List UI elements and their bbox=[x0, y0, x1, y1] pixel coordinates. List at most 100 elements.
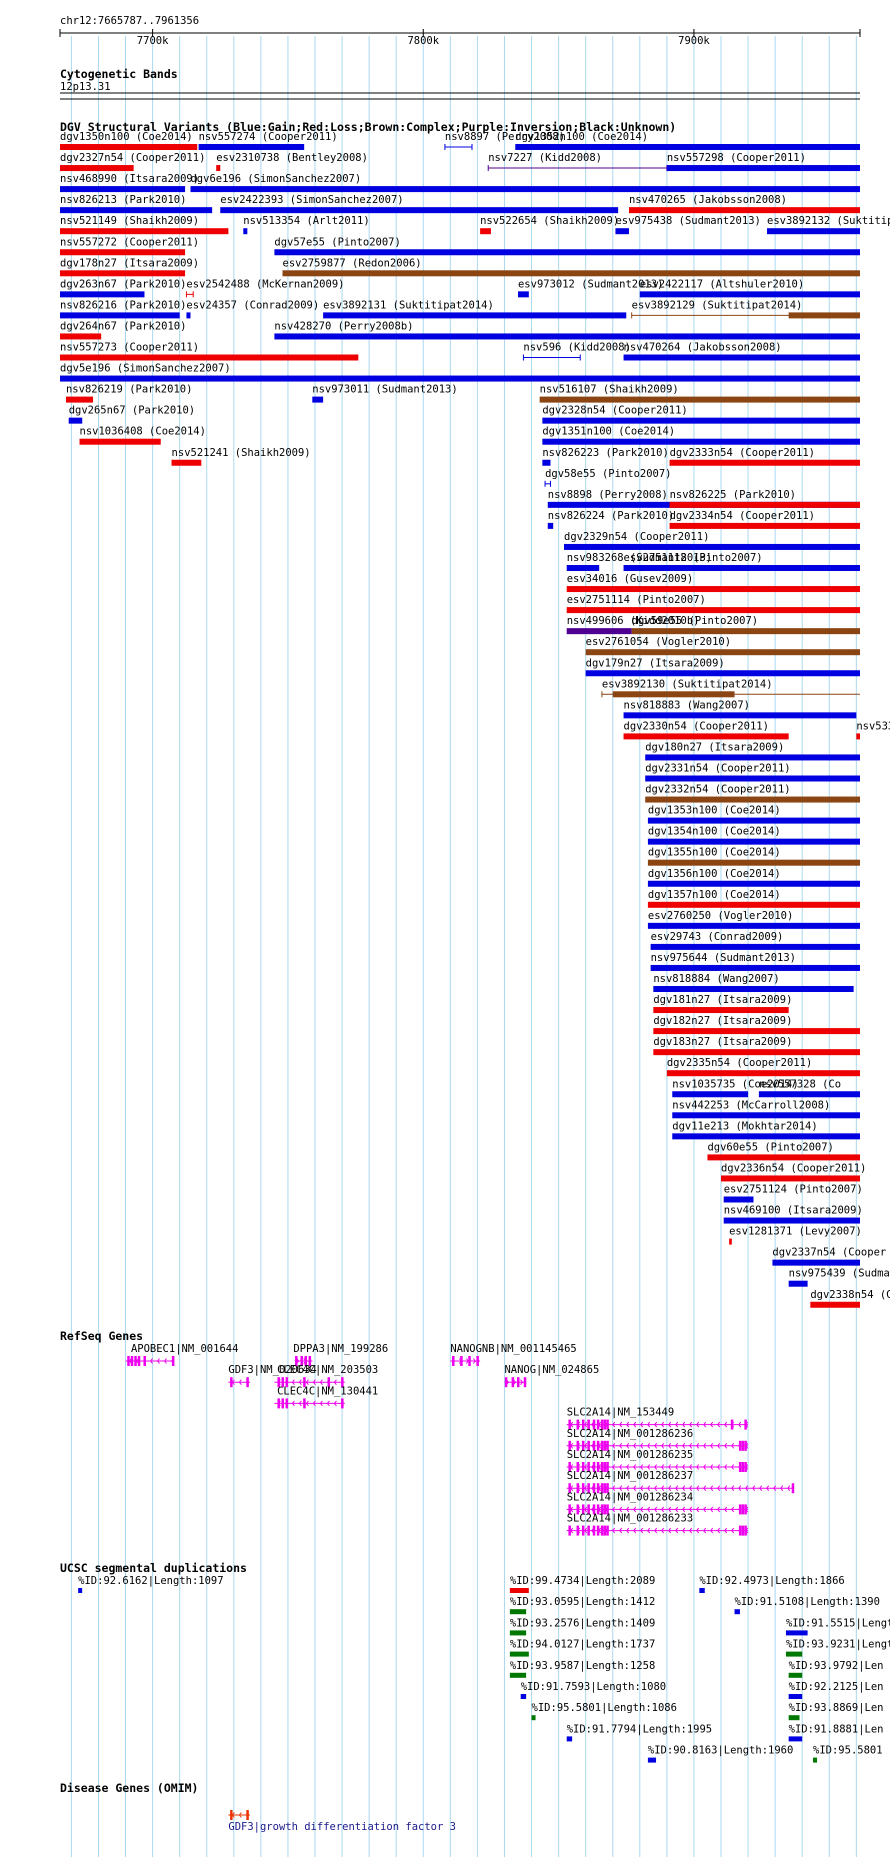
dgv-variant[interactable]: dgv1356n100 (Coe2014) bbox=[647, 868, 860, 887]
dgv-variant[interactable]: nsv557328 (Co bbox=[758, 1078, 860, 1098]
segdup-feature[interactable]: %ID:92.4973|Length:1866 bbox=[699, 1575, 845, 1593]
dgv-variant[interactable]: nsv596 (Kidd2008) bbox=[522, 342, 631, 361]
dgv-variant[interactable]: dgv2332n54 (Cooper2011) bbox=[645, 784, 860, 803]
dgv-variant[interactable]: esv2422393 (SimonSanchez2007) bbox=[220, 194, 619, 214]
dgv-variant[interactable]: nsv533 bbox=[856, 720, 890, 740]
dgv-variant[interactable]: nsv557298 (Cooper2011) bbox=[666, 152, 860, 172]
dgv-variant[interactable]: esv3892129 (Suktitipat2014) bbox=[631, 299, 860, 319]
dgv-variant[interactable]: nsv470265 (Jakobsson2008) bbox=[628, 194, 860, 214]
dgv-variant[interactable]: dgv2334n54 (Cooper2011) bbox=[669, 510, 860, 529]
cytogenetic-bands-track[interactable]: Cytogenetic Bands 12p13.31 bbox=[60, 67, 860, 100]
dgv-variant[interactable]: dgv263n67 (Park2010) bbox=[60, 278, 186, 298]
dgv-variant[interactable]: dgv2328n54 (Cooper2011) bbox=[542, 405, 860, 424]
dgv-variant[interactable]: dgv265n67 (Park2010) bbox=[68, 405, 195, 424]
dgv-variant[interactable]: dgv182n27 (Itsara2009) bbox=[653, 1015, 860, 1035]
segdup-feature[interactable]: %ID:93.2576|Length:1409 bbox=[509, 1617, 655, 1636]
segdup-feature[interactable]: %ID:93.8869|Len bbox=[788, 1702, 884, 1721]
dgv-variant[interactable]: dgv178n27 (Itsara2009) bbox=[60, 257, 199, 277]
dgv-variant[interactable]: dgv2338n54 (C bbox=[810, 1289, 890, 1308]
segdup-feature[interactable]: %ID:93.9792|Len bbox=[788, 1660, 884, 1678]
dgv-variant[interactable]: nsv1035735 (Coe2014) bbox=[672, 1078, 799, 1098]
dgv-variant[interactable]: esv24357 (Conrad2009) bbox=[186, 299, 319, 319]
dgv-variant[interactable]: dgv1357n100 (Coe2014) bbox=[647, 889, 860, 908]
dgv-variant[interactable]: dgv2329n54 (Cooper2011) bbox=[564, 531, 860, 550]
gene-feature[interactable]: SLC2A14|NM_153449 bbox=[566, 1407, 749, 1430]
segdup-feature[interactable]: %ID:92.6162|Length:1097 bbox=[78, 1575, 224, 1593]
segdup-feature[interactable]: %ID:94.0127|Length:1737 bbox=[509, 1639, 655, 1657]
gene-feature[interactable]: NANOGNB|NM_001145465 bbox=[450, 1343, 577, 1366]
refseq-genes-track[interactable]: RefSeq Genes APOBEC1|NM_001644 DPPA3|NM_1… bbox=[60, 1329, 795, 1536]
segmental-duplications-track[interactable]: UCSC segmental duplications %ID:92.6162|… bbox=[60, 1561, 890, 1763]
dgv-variant[interactable]: esv2751118 (Pinto2007) bbox=[623, 552, 860, 571]
gene-feature[interactable]: GDF3|growth differentiation factor 3 bbox=[228, 1810, 456, 1833]
dgv-variant[interactable]: dgv60e55 (Pinto2007) bbox=[707, 1141, 860, 1161]
dgv-variant[interactable]: nsv826213 (Park2010) bbox=[60, 194, 213, 214]
segdup-feature[interactable]: %ID:91.7593|Length:1080 bbox=[520, 1681, 666, 1699]
dgv-variant[interactable]: dgv2330n54 (Cooper2011) bbox=[623, 720, 789, 740]
dgv-variant[interactable]: dgv6e196 (SimonSanchez2007) bbox=[190, 173, 860, 193]
dgv-variant[interactable]: dgv2337n54 (Cooper bbox=[772, 1247, 886, 1266]
dgv-variant[interactable]: nsv557274 (Cooper2011) bbox=[198, 131, 338, 150]
dgv-variant[interactable]: nsv826219 (Park2010) bbox=[65, 384, 192, 403]
dgv-variant[interactable]: esv34016 (Gusev2009) bbox=[566, 573, 860, 593]
dgv-variant[interactable]: nsv428270 (Perry2008b) bbox=[274, 320, 860, 340]
dgv-variant[interactable]: esv2759877 (Redon2006) bbox=[282, 257, 860, 277]
dgv-variant[interactable]: dgv59e55 (Pinto2007) bbox=[631, 615, 860, 635]
dgv-variant[interactable]: dgv1352n100 (Coe2014) bbox=[515, 131, 860, 150]
gene-feature[interactable]: SLC2A14|NM_001286234 bbox=[566, 1491, 749, 1515]
dgv-variant[interactable]: esv2542488 (McKernan2009) bbox=[185, 278, 344, 298]
segdup-feature[interactable]: %ID:91.5108|Length:1390 bbox=[734, 1596, 880, 1615]
dgv-variant[interactable]: nsv557272 (Cooper2011) bbox=[60, 236, 199, 256]
dgv-variant[interactable]: nsv468990 (Itsara2009) bbox=[60, 173, 199, 193]
segdup-feature[interactable]: %ID:95.5801|Length:1086 bbox=[531, 1702, 677, 1721]
dgv-variant[interactable]: dgv2333n54 (Cooper2011) bbox=[669, 447, 860, 466]
dgv-variant[interactable]: dgv57e55 (Pinto2007) bbox=[274, 236, 860, 256]
segdup-feature[interactable]: %ID:90.8163|Length:1960 bbox=[647, 1745, 793, 1763]
dgv-variant[interactable]: esv3892131 (Suktitipat2014) bbox=[323, 299, 627, 319]
dgv-variant[interactable]: dgv1354n100 (Coe2014) bbox=[647, 826, 860, 845]
dgv-variant[interactable]: dgv1353n100 (Coe2014) bbox=[647, 805, 860, 824]
dgv-variant[interactable]: esv2751114 (Pinto2007) bbox=[566, 594, 860, 614]
gene-feature[interactable]: SLC2A14|NM_001286235 bbox=[566, 1449, 749, 1472]
dgv-variant[interactable]: esv2310738 (Bentley2008) bbox=[216, 152, 368, 172]
dgv-variant[interactable]: nsv1036408 (Coe2014) bbox=[79, 426, 206, 445]
dgv-variant[interactable]: esv3892132 (Suktitipat2014) bbox=[767, 215, 890, 235]
gene-feature[interactable]: NANOG|NM_024865 bbox=[504, 1364, 599, 1388]
gene-feature[interactable]: GDF3|NM_020634 bbox=[228, 1364, 317, 1388]
segdup-feature[interactable]: %ID:91.8881|Len bbox=[788, 1723, 884, 1742]
dgv-variant[interactable]: nsv975644 (Sudmant2013) bbox=[650, 952, 860, 971]
dgv-variant[interactable]: esv975438 (Sudmant2013) bbox=[615, 215, 761, 235]
dgv-variant[interactable]: nsv513354 (Arlt2011) bbox=[243, 215, 370, 235]
dgv-variant[interactable]: nsv499606 (Kidd2010b) bbox=[566, 615, 700, 635]
dgv-variant[interactable]: dgv2327n54 (Cooper2011) bbox=[60, 152, 205, 172]
dgv-variant[interactable]: nsv7227 (Kidd2008) bbox=[487, 152, 668, 172]
dgv-variant[interactable]: esv2761054 (Vogler2010) bbox=[585, 636, 860, 656]
segdup-feature[interactable]: %ID:93.9231|Lengt bbox=[785, 1639, 890, 1657]
dgv-variant[interactable]: nsv973011 (Sudmant2013) bbox=[312, 384, 458, 403]
gene-feature[interactable]: CLEC4C|NM_130441 bbox=[274, 1385, 378, 1409]
dgv-variant[interactable]: nsv983268 (Sudmant2013) bbox=[566, 552, 712, 571]
omim-disease-genes-track[interactable]: Disease Genes (OMIM) GDF3|growth differe… bbox=[60, 1781, 456, 1833]
dgv-variant[interactable]: nsv826225 (Park2010) bbox=[669, 489, 860, 508]
segdup-feature[interactable]: %ID:93.9587|Length:1258 bbox=[509, 1660, 655, 1678]
dgv-variant[interactable]: nsv521149 (Shaikh2009) bbox=[60, 215, 229, 235]
dgv-variant[interactable]: nsv469100 (Itsara2009) bbox=[723, 1205, 863, 1224]
dgv-variant[interactable]: dgv2335n54 (Cooper2011) bbox=[666, 1057, 860, 1077]
dgv-variant[interactable]: nsv818883 (Wang2007) bbox=[623, 699, 857, 719]
segdup-feature[interactable]: %ID:93.0595|Length:1412 bbox=[509, 1596, 655, 1615]
gene-feature[interactable]: SLC2A14|NM_001286233 bbox=[566, 1513, 749, 1536]
dgv-variant[interactable]: esv2422117 (Altshuler2010) bbox=[639, 278, 860, 298]
dgv-variant[interactable]: dgv1350n100 (Coe2014) bbox=[60, 131, 198, 150]
dgv-variant[interactable]: nsv470264 (Jakobsson2008) bbox=[623, 342, 860, 361]
gene-feature[interactable]: SLC2A14|NM_001286236 bbox=[566, 1428, 749, 1451]
dgv-variant[interactable]: esv2751124 (Pinto2007) bbox=[723, 1184, 863, 1203]
dgv-variant[interactable]: dgv58e55 (Pinto2007) bbox=[544, 468, 672, 487]
segdup-feature[interactable]: %ID:91.7794|Length:1995 bbox=[566, 1723, 712, 1742]
dgv-variant[interactable]: nsv826223 (Park2010) bbox=[542, 447, 669, 466]
dgv-variant[interactable]: dgv264n67 (Park2010) bbox=[60, 320, 186, 340]
segdup-feature[interactable]: %ID:92.2125|Len bbox=[788, 1681, 884, 1699]
dgv-variant[interactable]: esv973012 (Sudmant2013) bbox=[517, 278, 663, 298]
dgv-variant[interactable]: nsv522654 (Shaikh2009) bbox=[480, 215, 619, 235]
gene-feature[interactable]: CLEC4C|NM_203503 bbox=[274, 1364, 378, 1388]
dgv-variant[interactable]: dgv11e213 (Mokhtar2014) bbox=[672, 1120, 860, 1140]
